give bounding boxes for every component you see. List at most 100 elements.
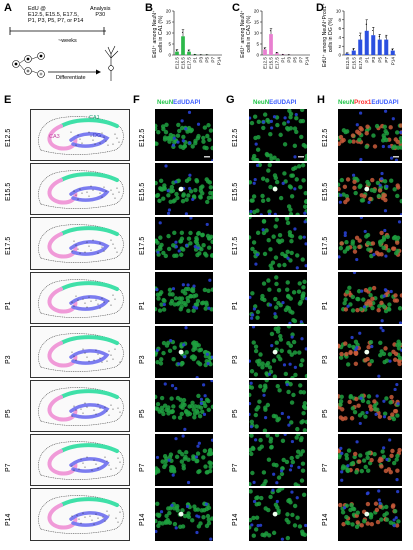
nucleus: [295, 483, 301, 487]
bar: [345, 53, 350, 55]
micrograph: [338, 217, 402, 270]
nucleus: [298, 119, 303, 124]
bar: [351, 50, 356, 55]
edu-cell-dot: [71, 415, 73, 417]
nucleus: [174, 253, 179, 259]
dapi-nucleus: [363, 230, 367, 234]
edu-cell-dot: [99, 192, 101, 194]
dapi-nucleus: [194, 306, 199, 310]
dapi-nucleus: [280, 411, 284, 416]
nucleus: [302, 404, 307, 410]
nucleus: [356, 288, 362, 294]
timepoint-label: P14: [5, 513, 12, 527]
micrograph: [155, 109, 213, 162]
nucleus: [279, 238, 285, 244]
nucleus: [399, 292, 402, 298]
nucleus: [273, 224, 278, 230]
dapi-nucleus: [340, 478, 344, 483]
nucleus: [386, 467, 392, 472]
dapi-nucleus: [183, 427, 187, 431]
nucleus: [373, 501, 379, 507]
micrograph: [338, 434, 402, 487]
nucleus: [190, 288, 196, 293]
nucleus: [301, 178, 306, 183]
timepoint-label: P1: [139, 301, 146, 310]
edu-cell-dot: [75, 295, 77, 297]
dapi-nucleus: [163, 382, 167, 386]
dapi-nucleus: [286, 257, 290, 261]
edu-cell-dot: [82, 512, 84, 514]
nucleus: [172, 231, 177, 236]
micrograph: [155, 217, 213, 270]
micrograph: [155, 325, 213, 378]
edu-cell-dot: [105, 190, 107, 192]
nucleus: [254, 515, 260, 521]
nucleus: [161, 251, 166, 256]
edu-cell-dot: [116, 137, 118, 139]
dapi-nucleus: [249, 412, 251, 417]
dapi-nucleus: [365, 410, 369, 415]
nucleus: [205, 234, 211, 239]
nucleus: [203, 305, 208, 311]
edu-cell-dot: [84, 516, 86, 518]
nucleus: [178, 404, 184, 409]
dapi-nucleus: [359, 157, 363, 162]
dapi-nucleus: [253, 178, 257, 182]
nucleus: [162, 135, 168, 140]
chart-d: 0 2 4 6 8 10 E12.5 E15.5 E17.5 P1 P3 P5 P7 P14: [336, 9, 396, 69]
timepoint-label: P14: [232, 513, 239, 527]
edu-cell-dot: [82, 412, 84, 414]
nucleus: [365, 455, 370, 461]
nucleus: [352, 409, 358, 415]
ca1-region: [59, 280, 119, 291]
nucleus: [166, 247, 172, 252]
edu-cell-dot: [101, 196, 103, 198]
nucleus: [263, 407, 268, 412]
edu-cell-dot: [95, 299, 97, 301]
x-tick-label: P3: [287, 57, 292, 63]
dapi-nucleus: [186, 481, 191, 485]
edu-cell-dot: [104, 406, 106, 408]
nucleus: [338, 182, 341, 188]
nucleus: [158, 360, 164, 366]
dapi-nucleus: [249, 402, 252, 406]
nucleus: [249, 489, 253, 495]
nucleus: [182, 456, 188, 462]
nucleus: [379, 464, 384, 469]
nucleus: [179, 361, 184, 367]
dapi-nucleus: [378, 183, 382, 187]
nucleus: [206, 288, 211, 293]
nucleus: [366, 394, 372, 399]
nucleus: [390, 448, 395, 454]
panel-label-f: F: [133, 94, 140, 106]
dapi-nucleus: [355, 258, 359, 262]
nucleus: [155, 469, 159, 475]
dapi-nucleus: [172, 136, 176, 140]
nucleus: [249, 198, 254, 204]
nucleus: [285, 512, 290, 517]
nucleus: [169, 298, 175, 303]
dapi-nucleus: [203, 394, 207, 398]
header-g-dapi: DAPI: [281, 99, 297, 106]
dapi-nucleus: [267, 212, 272, 216]
nucleus: [185, 295, 190, 300]
dapi-nucleus: [271, 489, 275, 493]
data-point: [287, 54, 289, 56]
x-tick-label: E12.5: [345, 57, 350, 69]
analysis-line-1: Analysis: [90, 6, 111, 12]
nucleus: [278, 302, 283, 308]
dg-region: [69, 186, 110, 202]
nucleus: [296, 434, 301, 437]
dapi-nucleus: [377, 498, 381, 502]
dapi-nucleus: [259, 524, 263, 528]
nucleus: [178, 306, 183, 312]
dapi-nucleus: [209, 537, 213, 541]
x-tick-label: P5: [205, 57, 210, 63]
nucleus: [300, 293, 306, 298]
dapi-nucleus: [279, 469, 284, 473]
edu-cell-dot: [117, 407, 119, 409]
edu-cell-dot: [119, 361, 121, 363]
nucleus: [338, 141, 342, 146]
dapi-nucleus: [377, 489, 381, 494]
nucleus: [262, 383, 268, 388]
